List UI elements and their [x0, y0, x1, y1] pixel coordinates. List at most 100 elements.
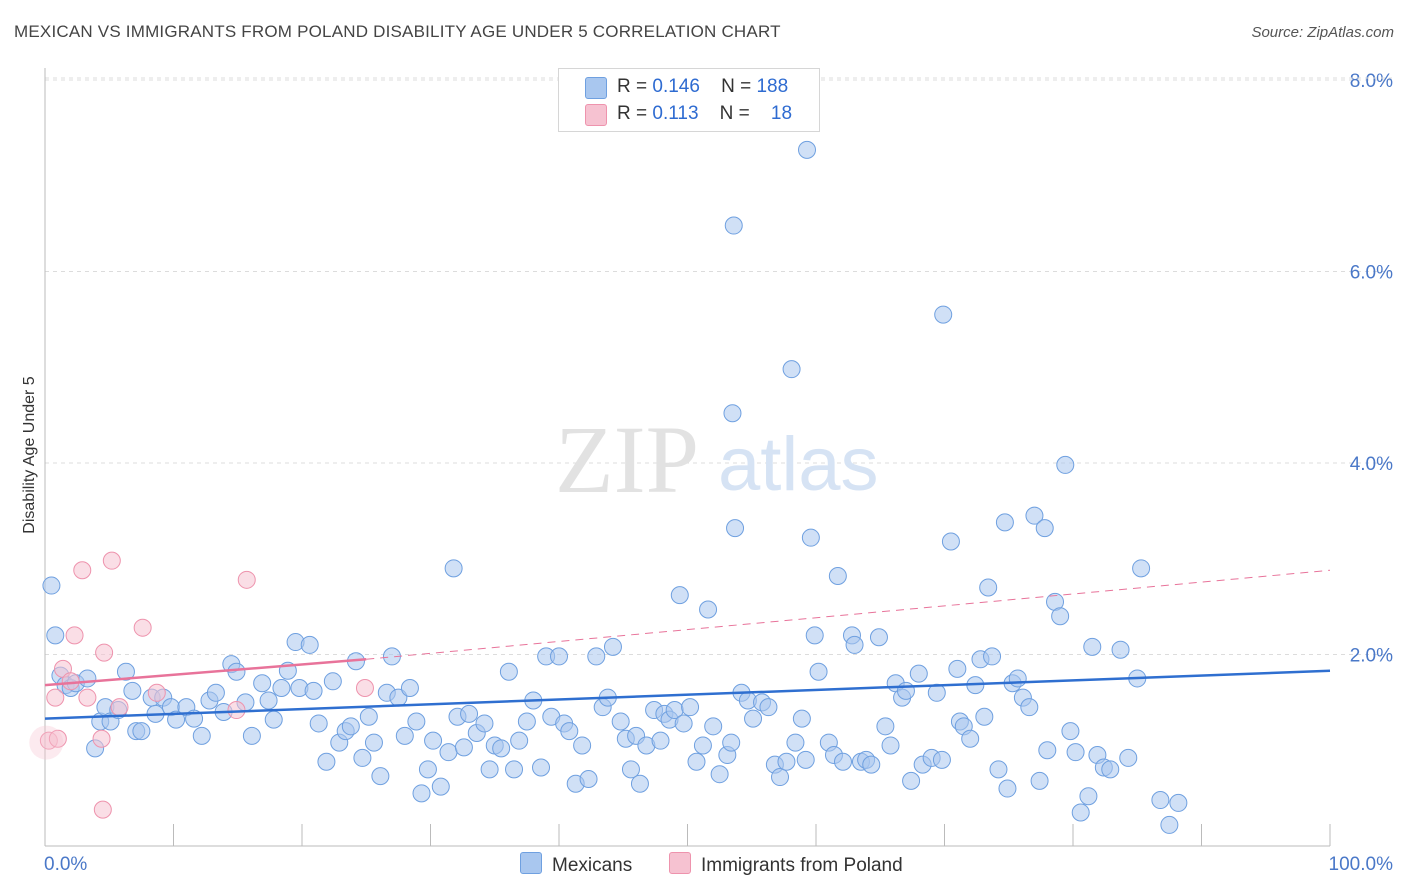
y-tick-label: 2.0%: [1350, 646, 1393, 667]
data-point: [1160, 815, 1179, 834]
data-point: [983, 647, 1002, 666]
data-point: [1071, 803, 1090, 822]
legend-r-label: R =: [617, 76, 648, 97]
data-point: [102, 551, 121, 570]
data-point: [167, 710, 186, 729]
data-point: [359, 707, 378, 726]
data-point: [73, 561, 92, 580]
data-point: [798, 140, 817, 159]
data-point: [989, 760, 1008, 779]
data-point: [317, 752, 336, 771]
data-point: [444, 559, 463, 578]
data-point: [46, 688, 65, 707]
data-point: [424, 731, 443, 750]
data-point: [264, 710, 283, 729]
data-point: [726, 519, 745, 538]
data-point: [460, 704, 479, 723]
data-point: [78, 688, 97, 707]
data-point: [630, 774, 649, 793]
data-point: [505, 760, 524, 779]
data-point: [809, 662, 828, 681]
data-point: [227, 662, 246, 681]
data-point: [1151, 791, 1170, 810]
data-point: [1101, 760, 1120, 779]
data-point: [975, 707, 994, 726]
data-point: [439, 743, 458, 762]
data-point: [587, 647, 606, 666]
data-point: [1020, 698, 1039, 717]
data-point: [272, 679, 291, 698]
y-tick-label: 6.0%: [1350, 263, 1393, 284]
data-point: [480, 760, 499, 779]
data-point: [876, 717, 895, 736]
data-point: [1035, 519, 1054, 538]
data-point: [110, 698, 129, 717]
trend-line-poland: [44, 658, 367, 687]
watermark-zip: ZIP: [555, 406, 699, 513]
data-point: [364, 733, 383, 752]
x-max-label: 100.0%: [1329, 854, 1394, 875]
data-point-cluster: [29, 725, 64, 760]
data-point: [123, 681, 142, 700]
data-point: [1066, 743, 1085, 762]
data-point: [792, 709, 811, 728]
data-point: [777, 752, 796, 771]
legend-n-label: N =: [719, 103, 750, 124]
data-point: [651, 731, 670, 750]
data-point: [724, 216, 743, 235]
data-point: [1025, 506, 1044, 525]
data-point: [948, 659, 967, 678]
data-point: [805, 626, 824, 645]
data-point: [862, 755, 881, 774]
data-point: [710, 765, 729, 784]
legend-swatch-blue: [585, 77, 607, 99]
data-point: [1111, 640, 1130, 659]
y-axis-title: Disability Age Under 5: [21, 376, 38, 534]
data-point: [227, 701, 246, 720]
swatch-mexicans: [520, 852, 542, 874]
data-point: [78, 669, 97, 688]
watermark-atlas: atlas: [718, 422, 879, 507]
trend-line-poland-extension: [366, 569, 1331, 660]
data-point: [133, 618, 152, 637]
data-point: [1132, 559, 1151, 578]
data-point: [1083, 637, 1102, 656]
data-point: [896, 681, 915, 700]
y-tick-label: 4.0%: [1350, 454, 1393, 475]
data-point: [687, 752, 706, 771]
legend-swatch-pink: [585, 104, 607, 126]
data-point: [699, 600, 718, 619]
legend-n-value: 18: [770, 103, 793, 124]
trend-line-mexicans: [44, 669, 1331, 720]
data-point: [237, 570, 256, 589]
data-point: [304, 681, 323, 700]
legend-n-value: 188: [756, 76, 789, 97]
legend-r-value: 0.146: [652, 76, 700, 97]
data-point: [782, 360, 801, 379]
data-point: [454, 738, 473, 757]
data-point: [147, 683, 166, 702]
bottom-legend-mexicans-label: Mexicans: [552, 855, 633, 876]
data-point: [532, 758, 551, 777]
data-point: [621, 760, 640, 779]
data-point: [995, 513, 1014, 532]
data-point: [579, 769, 598, 788]
data-point: [92, 729, 111, 748]
data-point: [1079, 787, 1098, 806]
axes: [44, 68, 1331, 847]
data-point: [681, 698, 700, 717]
data-point: [499, 662, 518, 681]
data-point: [934, 305, 953, 324]
data-point: [909, 664, 928, 683]
data-point: [353, 748, 372, 767]
data-point: [132, 722, 151, 741]
series-poland: [29, 551, 374, 819]
legend-r-label: R =: [617, 103, 648, 124]
data-point: [979, 578, 998, 597]
legend: R = 0.146 N = 188 R = 0.113 N = 18: [558, 68, 820, 132]
data-point: [744, 709, 763, 728]
data-point: [46, 626, 65, 645]
data-point: [1051, 607, 1070, 626]
swatch-poland: [669, 852, 691, 874]
